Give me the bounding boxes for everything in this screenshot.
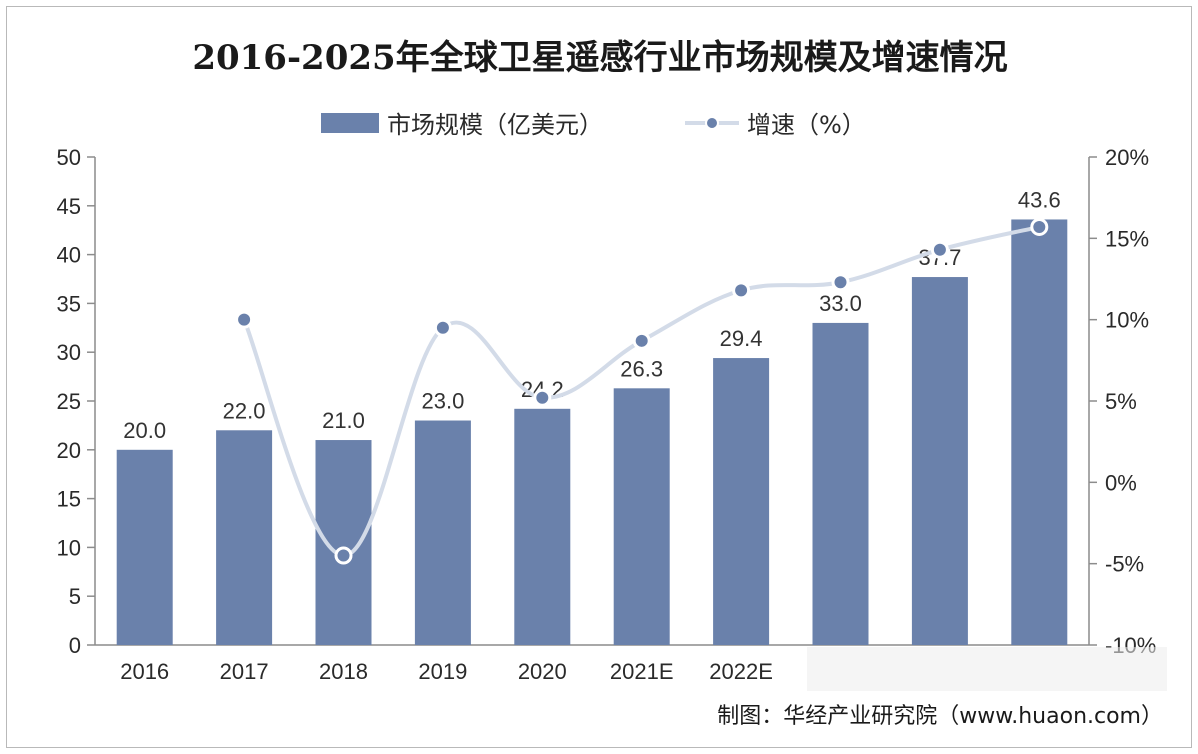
legend-swatch-marker bbox=[705, 116, 719, 130]
left-axis-tick-label: 40 bbox=[57, 243, 81, 268]
right-axis-tick-label: 5% bbox=[1105, 389, 1137, 414]
growth-point-2023E bbox=[831, 273, 850, 292]
growth-point-2019 bbox=[433, 318, 452, 337]
left-axis-tick-label: 20 bbox=[57, 438, 81, 463]
bar-2024E bbox=[911, 277, 968, 645]
bar-2025E bbox=[1011, 219, 1068, 646]
growth-point-2021E bbox=[632, 331, 651, 350]
source-note: 制图：华经产业研究院（www.huaon.com） bbox=[717, 704, 1163, 729]
left-axis-tick-label: 15 bbox=[57, 487, 81, 512]
x-axis-tick-label: 2019 bbox=[418, 659, 467, 684]
legend: 市场规模（亿美元） 增速（%） bbox=[321, 111, 866, 139]
x-axis-tick-label: 2021E bbox=[610, 659, 674, 684]
left-axis-tick-label: 0 bbox=[69, 633, 81, 658]
left-axis-ticks: 0 5 10 15 20 25 30 35 40 45 50 bbox=[57, 145, 95, 658]
bar-value-label: 22.0 bbox=[223, 398, 266, 423]
bar-2023E bbox=[812, 322, 869, 645]
bar-2019 bbox=[414, 420, 471, 645]
bar-value-label: 21.0 bbox=[322, 408, 365, 433]
left-axis-tick-label: 30 bbox=[57, 340, 81, 365]
left-axis-tick-label: 25 bbox=[57, 389, 81, 414]
right-axis-tick-label: 0% bbox=[1105, 470, 1137, 495]
bar-value-label: 23.0 bbox=[421, 389, 464, 414]
growth-point-2018 bbox=[334, 546, 353, 565]
left-axis-tick-label: 50 bbox=[57, 145, 81, 170]
bar-value-label: 43.6 bbox=[1018, 187, 1061, 212]
x-axis-tick-label: 2016 bbox=[120, 659, 169, 684]
legend-swatch-bar bbox=[321, 113, 379, 133]
bar-2016 bbox=[116, 449, 173, 645]
right-axis-tick-label: 15% bbox=[1105, 226, 1149, 251]
right-axis-tick-label: 10% bbox=[1105, 308, 1149, 333]
bar-value-label: 33.0 bbox=[819, 291, 862, 316]
legend-label-growth-rate: 增速（%） bbox=[747, 111, 866, 139]
x-axis-tick-labels: 2016 2017 2018 2019 2020 2021E 2022E bbox=[120, 659, 773, 684]
bar-value-label: 29.4 bbox=[720, 326, 763, 351]
left-axis-tick-label: 35 bbox=[57, 291, 81, 316]
growth-point-2024E bbox=[930, 240, 949, 259]
growth-line-series bbox=[235, 217, 1049, 565]
x-axis-tick-label: 2020 bbox=[518, 659, 567, 684]
x-axis-tick-label: 2018 bbox=[319, 659, 368, 684]
bar-2018 bbox=[315, 440, 372, 645]
left-axis-tick-label: 5 bbox=[69, 584, 81, 609]
bar-2022E bbox=[713, 358, 770, 645]
bar-2021E bbox=[613, 388, 670, 645]
x-axis-tick-label: 2022E bbox=[709, 659, 773, 684]
bar-2017 bbox=[216, 430, 273, 645]
chart-frame: 2016-2025年全球卫星遥感行业市场规模及增速情况 市场规模（亿美元） 增速… bbox=[6, 6, 1192, 748]
x-axis-tick-label: 2017 bbox=[220, 659, 269, 684]
left-axis-tick-label: 10 bbox=[57, 535, 81, 560]
chart-title: 2016-2025年全球卫星遥感行业市场规模及增速情况 bbox=[192, 38, 1007, 78]
watermark-overlay bbox=[807, 647, 1167, 691]
chart-svg: 2016-2025年全球卫星遥感行业市场规模及增速情况 市场规模（亿美元） 增速… bbox=[57, 38, 1167, 729]
right-axis-tick-label: 20% bbox=[1105, 145, 1149, 170]
growth-point-2022E bbox=[732, 281, 751, 300]
bar-value-label: 20.0 bbox=[123, 418, 166, 443]
growth-point-2025E bbox=[1030, 217, 1049, 236]
legend-label-market-size: 市场规模（亿美元） bbox=[387, 111, 603, 139]
growth-point-2020 bbox=[533, 388, 552, 407]
bar-2020 bbox=[514, 408, 571, 645]
right-axis-tick-label: -5% bbox=[1105, 552, 1144, 577]
bar-value-label: 26.3 bbox=[620, 356, 663, 381]
bar-series bbox=[116, 219, 1068, 646]
growth-point-2017 bbox=[235, 310, 254, 329]
right-axis-ticks: -10%-5%0%5%10%15%20% bbox=[1089, 145, 1156, 658]
left-axis-tick-label: 45 bbox=[57, 194, 81, 219]
